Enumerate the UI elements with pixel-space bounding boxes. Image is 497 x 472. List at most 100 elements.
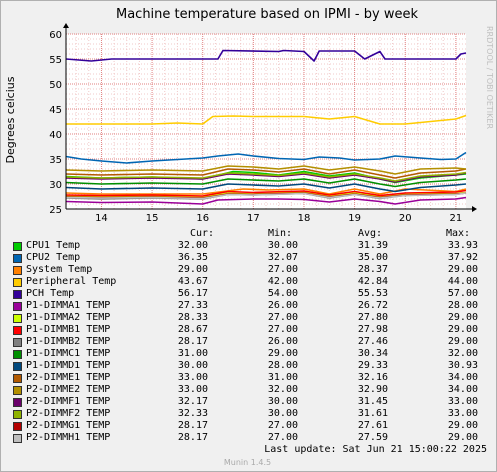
axes: 25 30 35 40 45 50 55 60 14 15 16 17 18 19 20 21 [49, 23, 477, 224]
series-line [65, 196, 467, 205]
legend-min-value: 30.00 [267, 408, 298, 419]
legend-cur-value: 56.17 [177, 288, 208, 299]
legend-row: P1-DIMMB1 TEMP 28.67 27.00 27.98 29.00 [0, 324, 495, 336]
legend-cur-value: 28.17 [177, 420, 208, 431]
y-tick-label: 25 [49, 205, 62, 216]
legend: Cur: Min: Avg: Max: CPU1 Temp 32.00 30.00 3… [0, 228, 495, 444]
legend-swatch [13, 338, 22, 347]
legend-series-name: P1-DIMMA1 TEMP [26, 300, 111, 311]
legend-cur-value: 33.00 [177, 384, 208, 395]
legend-min-value: 28.00 [267, 360, 298, 371]
legend-header: Cur: Min: Avg: Max: [0, 228, 495, 240]
chart: Machine temperature based on IPMI - by w… [4, 7, 494, 224]
y-tick-label: 35 [49, 155, 62, 166]
y-tick-label: 60 [49, 30, 62, 41]
series-line [65, 191, 467, 198]
legend-min-value: 26.00 [267, 336, 298, 347]
legend-min-value: 30.00 [267, 240, 298, 251]
legend-series-name: P2-DIMMH1 TEMP [26, 432, 111, 443]
x-tick-label: 18 [298, 213, 311, 224]
legend-max-value: 33.00 [447, 408, 478, 419]
legend-cur-value: 32.17 [177, 396, 208, 407]
legend-series-name: PCH Temp [26, 288, 75, 299]
legend-row: CPU2 Temp 36.35 32.07 35.00 37.92 [0, 252, 495, 264]
legend-min-value: 31.00 [267, 372, 298, 383]
legend-row: PCH Temp 56.17 54.00 55.53 57.00 [0, 288, 495, 300]
legend-swatch [13, 326, 22, 335]
series-layer [65, 49, 467, 205]
legend-min-value: 27.00 [267, 264, 298, 275]
legend-avg-value: 26.72 [357, 300, 388, 311]
legend-max-value: 37.92 [447, 252, 478, 263]
series-line [65, 168, 467, 179]
legend-min-value: 26.00 [267, 300, 298, 311]
watermark: RRDTOOL / TOBI OETIKER [485, 26, 494, 129]
series-line [66, 114, 467, 125]
x-tick-label: 20 [399, 213, 412, 224]
legend-avg-value: 31.39 [357, 240, 388, 251]
legend-cur-value: 28.33 [177, 312, 208, 323]
legend-max-value: 33.93 [447, 240, 478, 251]
legend-row: P1-DIMMA1 TEMP 27.33 26.00 26.72 28.00 [0, 300, 495, 312]
series-line [65, 172, 467, 183]
legend-avg-value: 30.34 [357, 348, 388, 359]
legend-cur-value: 28.67 [177, 324, 208, 335]
legend-row: P2-DIMMF1 TEMP 32.17 30.00 31.45 33.00 [0, 396, 495, 408]
legend-row: P2-DIMMH1 TEMP 28.17 27.00 27.59 29.00 [0, 432, 495, 444]
legend-max-value: 29.00 [447, 264, 478, 275]
legend-avg-value: 27.98 [357, 324, 388, 335]
legend-swatch [13, 422, 22, 431]
legend-min-value: 27.00 [267, 312, 298, 323]
legend-max-value: 29.00 [447, 324, 478, 335]
legend-cur-value: 32.00 [177, 240, 208, 251]
legend-series-name: System Temp [26, 264, 93, 275]
legend-avg-value: 27.61 [357, 420, 388, 431]
legend-max-value: 29.00 [447, 336, 478, 347]
legend-row: P2-DIMMG1 TEMP 28.17 27.00 27.61 29.00 [0, 420, 495, 432]
legend-min-value: 42.00 [267, 276, 298, 287]
legend-row: P1-DIMMD1 TEMP 30.00 28.00 29.33 30.93 [0, 360, 495, 372]
legend-max-value: 32.00 [447, 348, 478, 359]
series-line [65, 188, 467, 195]
legend-row: Peripheral Temp 43.67 42.00 42.84 44.00 [0, 276, 495, 288]
legend-max-value: 57.00 [447, 288, 478, 299]
x-tick-label: 15 [146, 213, 159, 224]
legend-max-value: 29.00 [447, 432, 478, 443]
series-line [65, 189, 467, 197]
legend-avg-value: 32.90 [357, 384, 388, 395]
legend-series-name: P1-DIMMB1 TEMP [26, 324, 111, 335]
legend-header-avg: Avg: [358, 228, 383, 239]
legend-avg-value: 28.37 [357, 264, 388, 275]
legend-avg-value: 55.53 [357, 288, 388, 299]
legend-series-name: P2-DIMME2 TEMP [26, 384, 111, 395]
legend-min-value: 27.00 [267, 432, 298, 443]
legend-row: CPU1 Temp 32.00 30.00 31.39 33.93 [0, 240, 495, 252]
legend-swatch [13, 290, 22, 299]
legend-avg-value: 27.59 [357, 432, 388, 443]
legend-series-name: P2-DIMMF2 TEMP [26, 408, 111, 419]
legend-avg-value: 42.84 [357, 276, 388, 287]
x-axis-arrow [472, 206, 477, 212]
legend-swatch [13, 278, 22, 287]
legend-avg-value: 27.46 [357, 336, 388, 347]
legend-max-value: 29.00 [447, 420, 478, 431]
legend-series-name: P1-DIMMC1 TEMP [26, 348, 111, 359]
legend-cur-value: 36.35 [177, 252, 208, 263]
legend-series-name: Peripheral Temp [26, 276, 117, 287]
legend-swatch [13, 410, 22, 419]
legend-cur-value: 31.00 [177, 348, 208, 359]
legend-cur-value: 33.00 [177, 372, 208, 383]
x-tick-label: 17 [247, 213, 260, 224]
legend-series-name: P2-DIMMG1 TEMP [26, 420, 111, 431]
legend-header-min: Min: [268, 228, 293, 239]
legend-avg-value: 29.33 [357, 360, 388, 371]
legend-header-cur: Cur: [190, 228, 215, 239]
legend-max-value: 29.00 [447, 312, 478, 323]
legend-avg-value: 31.61 [357, 408, 388, 419]
legend-avg-value: 32.16 [357, 372, 388, 383]
legend-header-max: Max: [446, 228, 471, 239]
series-line [65, 192, 467, 200]
legend-row: System Temp 29.00 27.00 28.37 29.00 [0, 264, 495, 276]
legend-row: P2-DIMME1 TEMP 33.00 31.00 32.16 34.00 [0, 372, 495, 384]
legend-max-value: 33.00 [447, 396, 478, 407]
